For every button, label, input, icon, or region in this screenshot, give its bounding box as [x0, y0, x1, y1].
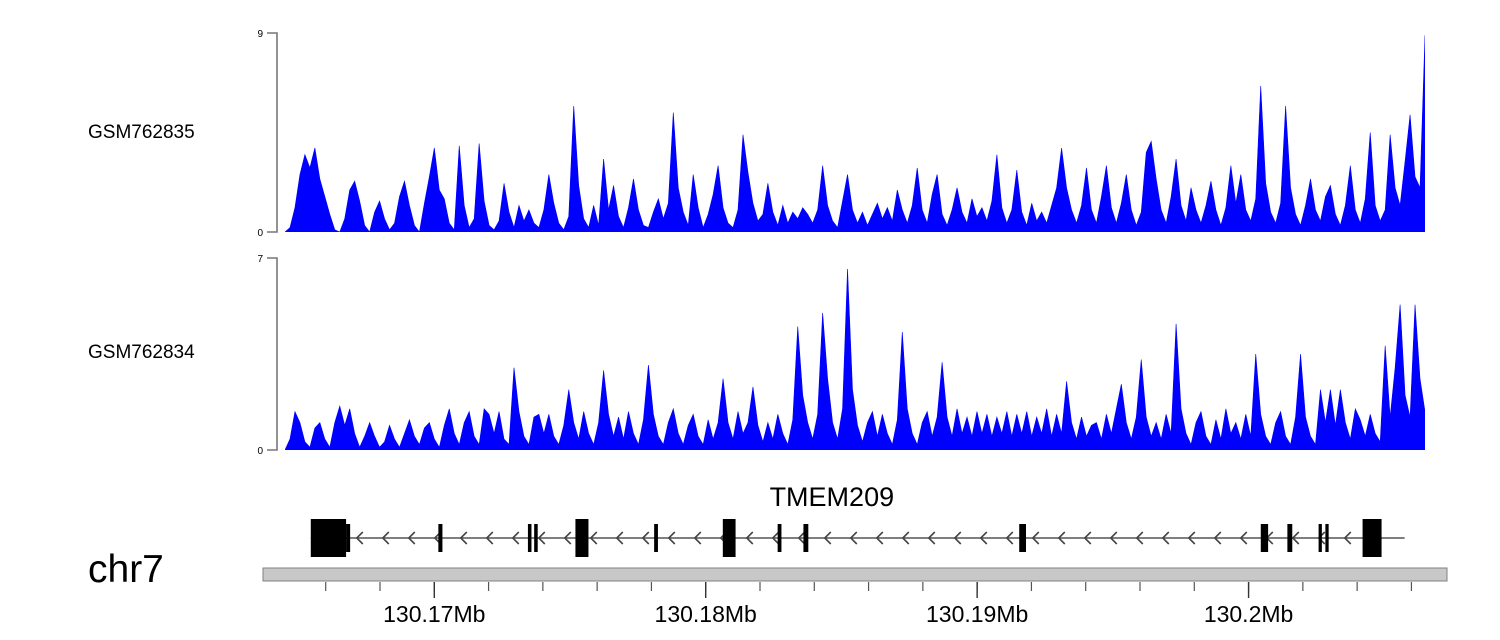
track-2-y-axis: 70	[257, 254, 278, 457]
svg-text:0: 0	[257, 228, 263, 239]
svg-text:7: 7	[257, 254, 263, 265]
track-2-label: GSM762834	[88, 342, 195, 363]
chromosome-label: chr7	[88, 548, 164, 591]
gene-name-label: TMEM209	[769, 482, 895, 512]
gene-annotation-track: chr7 TMEM209 130.17Mb 130.18Mb 130.19Mb 130…	[0, 460, 1500, 640]
gene-model-svg[interactable]: 130.17Mb 130.18Mb 130.19Mb 130.2Mb	[0, 460, 1500, 640]
svg-text:130.19Mb: 130.19Mb	[926, 601, 1028, 627]
svg-text:130.17Mb: 130.17Mb	[383, 601, 485, 627]
svg-text:130.2Mb: 130.2Mb	[1204, 601, 1294, 627]
track-1-y-axis: 90	[257, 29, 278, 239]
track-2-signal-plot	[285, 268, 1425, 450]
track-1-label: GSM762835	[88, 122, 195, 143]
svg-text:130.18Mb: 130.18Mb	[655, 601, 757, 627]
svg-text:0: 0	[257, 446, 263, 457]
track-1-signal-plot	[285, 35, 1425, 232]
svg-text:9: 9	[257, 29, 263, 40]
